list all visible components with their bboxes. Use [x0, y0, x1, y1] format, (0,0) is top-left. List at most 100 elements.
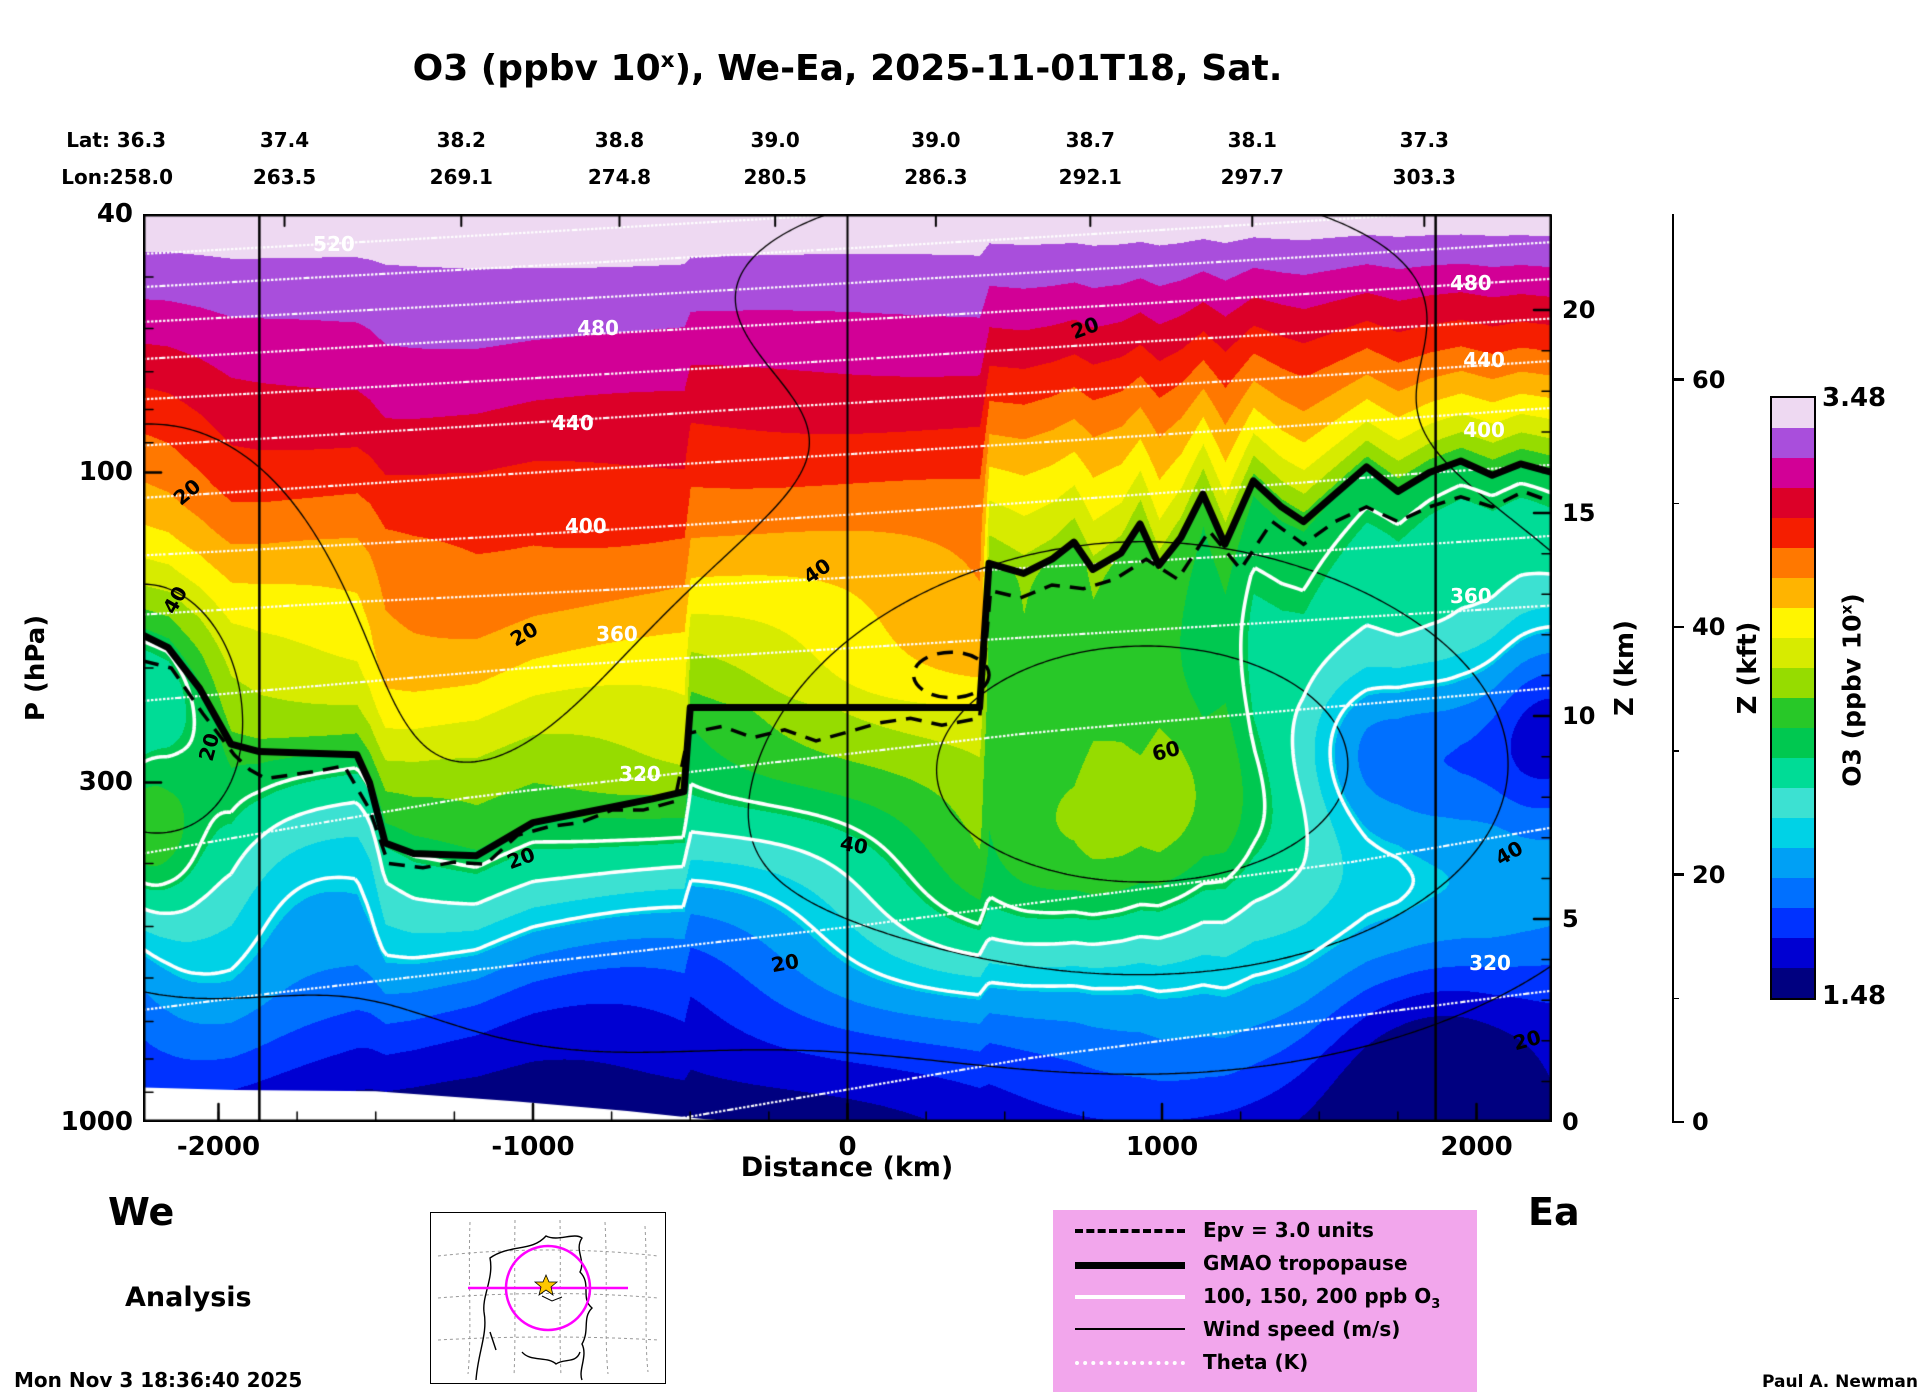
cross-section-plot: 520 480 440 400 360 320 480 440 400 360 320 20 20 40 2… [143, 214, 1552, 1122]
distance-tick-label: 2000 [1440, 1132, 1513, 1162]
colorbar-min-label: 1.48 [1822, 981, 1887, 1011]
legend-label-epv: Epv = 3.0 units [1203, 1218, 1374, 1242]
title-superscript: x [660, 48, 675, 73]
lat-value: 38.2 [436, 128, 486, 152]
contour-label: 440 [552, 411, 594, 436]
colorbar-band [1772, 908, 1814, 938]
lat-value: 39.0 [750, 128, 800, 152]
lat-value: 37.4 [259, 128, 310, 152]
east-endpoint-label: Ea [1528, 1190, 1580, 1234]
legend-label-theta: Theta (K) [1203, 1350, 1309, 1374]
contour-label: 480 [1449, 270, 1492, 295]
pressure-tick-label: 300 [78, 767, 133, 798]
cross-section-canvas [143, 214, 1552, 1122]
z-km-tick-label: 20 [1562, 296, 1596, 325]
legend-label-o3-contours: 100, 150, 200 ppb O3 [1203, 1284, 1441, 1312]
map-graticule [437, 1219, 659, 1377]
colorbar-title: O3 (ppbv 10x) [1837, 593, 1867, 787]
z-km-tick-label: 5 [1562, 905, 1579, 934]
distance-tick-label: -2000 [176, 1132, 261, 1162]
legend-label-wind: Wind speed (m/s) [1203, 1317, 1401, 1341]
z-km-tick-label: 15 [1562, 499, 1596, 528]
map-inset-svg [430, 1212, 666, 1384]
colorbar-band [1772, 788, 1814, 818]
pressure-tick-label: 1000 [60, 1107, 133, 1137]
legend-row-theta: Theta (K) [1053, 1347, 1477, 1380]
contour-label: 400 [564, 514, 607, 539]
z-km-tick-label: 10 [1562, 702, 1596, 731]
lon-value: 297.7 [1220, 165, 1284, 189]
distance-tick-label: 1000 [1125, 1132, 1199, 1162]
legend-label-tropopause: GMAO tropopause [1203, 1251, 1408, 1275]
page-title: O3 (ppbv 10x), We-Ea, 2025-11-01T18, Sat… [412, 48, 1283, 89]
lon-value: 258.0 [109, 165, 174, 189]
o3-colorbar [1770, 396, 1816, 1000]
map-location-star [533, 1273, 559, 1296]
legend-row-epv: Epv = 3.0 units [1053, 1215, 1477, 1248]
lat-value: 36.3 [116, 128, 167, 152]
epv-line-sample [1075, 1229, 1185, 1233]
credit: Paul A. Newman (NASA [1762, 1372, 1918, 1394]
contour-label: 360 [596, 621, 638, 646]
pressure-tick-label: 40 [96, 199, 133, 229]
z-kft-tick [1672, 625, 1684, 629]
lat-value: 38.1 [1227, 128, 1277, 152]
colorbar-band [1772, 548, 1814, 578]
colorbar-band [1772, 848, 1814, 878]
colorbar-band [1772, 458, 1814, 488]
colorbar-band [1772, 698, 1814, 728]
theta-line-sample [1075, 1361, 1185, 1365]
legend-row-wind: Wind speed (m/s) [1053, 1314, 1477, 1347]
z-kft-tick [1672, 873, 1684, 876]
lat-value: 39.0 [911, 128, 961, 152]
contour-label: 440 [1463, 347, 1505, 372]
colorbar-band [1772, 938, 1814, 968]
contour-label: 360 [1449, 584, 1492, 609]
z-kft-tick-label: 0 [1692, 1108, 1709, 1136]
contour-label: 480 [577, 316, 619, 341]
west-endpoint-label: We [108, 1190, 175, 1234]
pressure-axis-title: P (hPa) [21, 614, 51, 722]
lon-value: 280.5 [743, 165, 807, 189]
colorbar-band [1772, 488, 1814, 518]
contour-label: 40 [838, 830, 870, 859]
lon-value: 263.5 [252, 165, 317, 189]
z-kft-tick [1672, 378, 1684, 381]
map-coastlines [475, 1235, 594, 1381]
colorbar-band [1772, 608, 1814, 638]
wind-line-sample [1075, 1328, 1185, 1330]
pressure-tick-label: 100 [78, 457, 133, 488]
lon-value: 274.8 [587, 165, 652, 189]
tropopause-line-sample [1075, 1262, 1185, 1269]
lat-axis-label: Lat: [66, 128, 110, 152]
contour-label: 520 [313, 232, 355, 257]
legend: Epv = 3.0 units GMAO tropopause 100, 150… [1053, 1210, 1477, 1392]
colorbar-band [1772, 758, 1814, 788]
lon-axis-label: Lon: [61, 165, 110, 189]
colorbar-band [1772, 428, 1814, 458]
map-inset [430, 1212, 666, 1384]
lat-value: 38.7 [1065, 128, 1115, 152]
o3-contour-line-sample [1075, 1295, 1185, 1299]
map-section-circle [504, 1244, 592, 1332]
z-km-tick-label: 0 [1562, 1108, 1579, 1136]
distance-axis-title: Distance (km) [740, 1152, 954, 1183]
colorbar-band [1772, 638, 1814, 668]
distance-tick-label: 0 [838, 1132, 857, 1162]
lat-value: 38.8 [594, 128, 645, 152]
contour-label: 320 [1469, 950, 1511, 975]
legend-row-tropopause: GMAO tropopause [1053, 1248, 1477, 1281]
contour-label: 20 [769, 948, 801, 978]
colorbar-band [1772, 818, 1814, 848]
z-kft-tick-label: 40 [1692, 613, 1726, 642]
z-kft-minor-tick [1672, 997, 1679, 999]
z-km-axis-title: Z (km) [1610, 619, 1640, 717]
z-kft-minor-tick [1672, 750, 1679, 752]
legend-row-o3-contours: 100, 150, 200 ppb O3 [1053, 1281, 1477, 1314]
analysis-label: Analysis [125, 1282, 252, 1313]
z-kft-tick-label: 60 [1692, 365, 1726, 394]
colorbar-band [1772, 518, 1814, 548]
lon-value: 269.1 [429, 165, 493, 189]
colorbar-band [1772, 398, 1814, 428]
colorbar-band [1772, 728, 1814, 758]
